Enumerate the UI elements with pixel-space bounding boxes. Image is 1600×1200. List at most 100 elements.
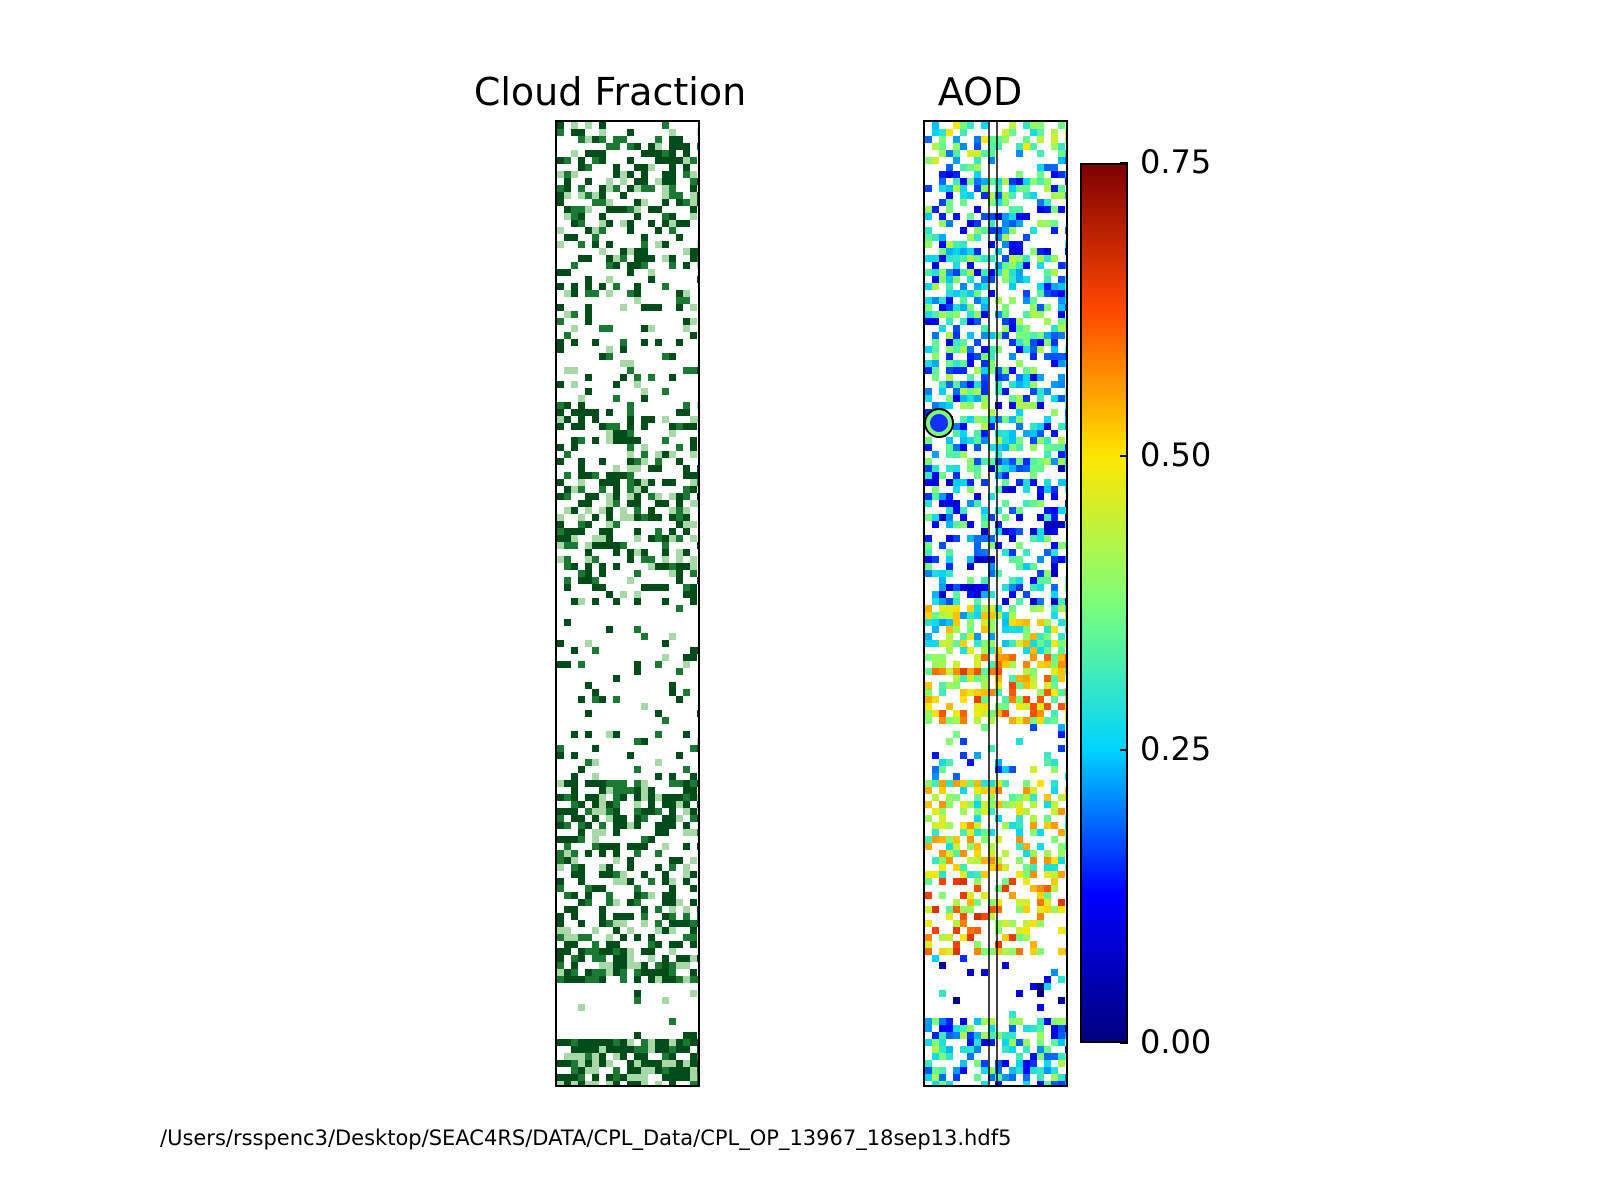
aod-cell <box>1023 640 1030 647</box>
cloud-fraction-cell <box>613 164 620 171</box>
aod-cell <box>925 948 932 955</box>
aod-cell <box>1037 1018 1044 1025</box>
cloud-fraction-cell <box>613 395 620 402</box>
aod-cell <box>1051 661 1058 668</box>
aod-cell <box>960 192 967 199</box>
cloud-fraction-cell <box>634 843 641 850</box>
aod-cell <box>1051 808 1058 815</box>
aod-cell <box>1058 724 1065 731</box>
cloud-fraction-cell <box>655 829 662 836</box>
aod-cell <box>953 1074 960 1081</box>
aod-cell <box>1065 1032 1066 1039</box>
cloud-fraction-cell <box>627 878 634 885</box>
cloud-fraction-cell <box>655 1046 662 1053</box>
aod-cell <box>1016 703 1023 710</box>
cloud-fraction-cell <box>627 423 634 430</box>
aod-cell <box>967 388 974 395</box>
cloud-fraction-cell <box>634 934 641 941</box>
aod-cell <box>1023 661 1030 668</box>
aod-cell <box>1030 192 1037 199</box>
aod-cell <box>1023 402 1030 409</box>
aod-cell <box>1030 465 1037 472</box>
cloud-fraction-cell <box>606 899 613 906</box>
aod-cell <box>1016 374 1023 381</box>
cloud-fraction-cell <box>690 745 697 752</box>
aod-cell <box>981 514 988 521</box>
aod-cell <box>946 171 953 178</box>
aod-cell <box>1009 367 1016 374</box>
cloud-fraction-cell <box>627 1081 634 1085</box>
cloud-fraction-cell <box>676 1060 683 1067</box>
cloud-fraction-cell <box>571 794 578 801</box>
aod-cell <box>932 206 939 213</box>
cloud-fraction-cell <box>578 661 585 668</box>
cloud-fraction-cell <box>599 850 606 857</box>
cloud-fraction-cell <box>669 129 676 136</box>
aod-cell <box>1051 598 1058 605</box>
cloud-fraction-cell <box>592 584 599 591</box>
aod-cell <box>1037 388 1044 395</box>
aod-cell <box>1023 143 1030 150</box>
cloud-fraction-cell <box>578 479 585 486</box>
aod-cell <box>967 892 974 899</box>
cloud-fraction-cell <box>676 458 683 465</box>
aod-cell <box>995 941 1002 948</box>
aod-cell <box>1058 353 1065 360</box>
cloud-fraction-cell <box>627 248 634 255</box>
aod-cell <box>1037 1004 1044 1011</box>
aod-cell <box>932 493 939 500</box>
aod-cell <box>953 836 960 843</box>
cloud-fraction-cell <box>634 899 641 906</box>
cloud-fraction-cell <box>578 472 585 479</box>
aod-cell <box>1002 437 1009 444</box>
aod-cell <box>1002 367 1009 374</box>
aod-cell <box>953 472 960 479</box>
aod-cell <box>925 493 932 500</box>
cloud-fraction-cell <box>690 899 697 906</box>
aod-cell <box>960 255 967 262</box>
cloud-fraction-cell <box>669 570 676 577</box>
cloud-fraction-cell <box>571 262 578 269</box>
aod-cell <box>967 262 974 269</box>
aod-cell <box>1023 906 1030 913</box>
aod-cell <box>995 178 1002 185</box>
cloud-fraction-cell <box>578 514 585 521</box>
aod-cell <box>1058 157 1065 164</box>
file-path-label: /Users/rsspenc3/Desktop/SEAC4RS/DATA/CPL… <box>160 1126 1012 1150</box>
aod-cell <box>939 514 946 521</box>
aod-cell <box>1030 1067 1037 1074</box>
aod-cell <box>988 689 995 696</box>
cloud-fraction-cell <box>599 913 606 920</box>
colorbar-tick-mark <box>1120 748 1128 751</box>
aod-cell <box>1009 794 1016 801</box>
cloud-fraction-cell <box>564 976 571 983</box>
aod-cell <box>1009 486 1016 493</box>
cloud-fraction-cell <box>606 780 613 787</box>
aod-cell <box>1044 437 1051 444</box>
aod-cell <box>967 416 974 423</box>
cloud-fraction-cell <box>655 150 662 157</box>
cloud-fraction-cell <box>571 801 578 808</box>
aod-cell <box>1009 325 1016 332</box>
cloud-fraction-cell <box>599 829 606 836</box>
aod-cell <box>967 332 974 339</box>
cloud-fraction-cell <box>599 192 606 199</box>
aod-cell <box>925 668 932 675</box>
aod-cell <box>981 640 988 647</box>
cloud-fraction-cell <box>599 976 606 983</box>
cloud-fraction-cell <box>585 493 592 500</box>
aod-cell <box>1051 906 1058 913</box>
aod-cell <box>988 1039 995 1046</box>
cloud-fraction-cell <box>641 906 648 913</box>
aod-cell <box>981 360 988 367</box>
cloud-fraction-cell <box>683 822 690 829</box>
aod-cell <box>995 367 1002 374</box>
cloud-fraction-cell <box>683 787 690 794</box>
aod-cell <box>988 829 995 836</box>
aod-cell <box>939 577 946 584</box>
aod-cell <box>981 437 988 444</box>
cloud-fraction-cell <box>662 437 669 444</box>
cloud-fraction-cell <box>697 955 698 962</box>
aod-cell <box>1030 304 1037 311</box>
cloud-fraction-cell <box>606 892 613 899</box>
